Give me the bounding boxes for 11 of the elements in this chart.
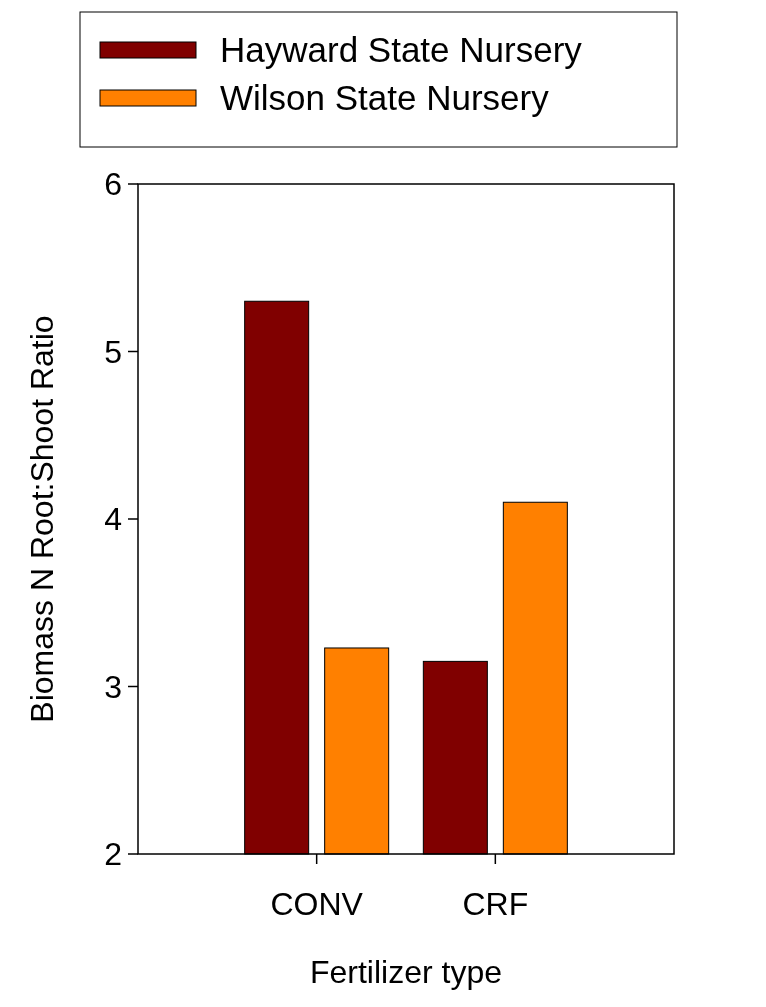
y-tick-label: 5 [104,333,122,370]
legend-label: Hayward State Nursery [220,30,583,70]
x-tick-label: CONV [270,886,364,923]
y-axis-title: Biomass N Root:Shoot Ratio [24,315,61,723]
x-axis-title: Fertilizer type [309,954,503,991]
y-tick-label: 2 [104,836,122,873]
y-tick-label: 4 [104,501,122,538]
y-tick-label: 3 [104,668,122,705]
y-tick-label: 6 [104,166,122,203]
legend-label: Wilson State Nursery [220,78,550,118]
x-tick-label: CRF [462,886,529,923]
